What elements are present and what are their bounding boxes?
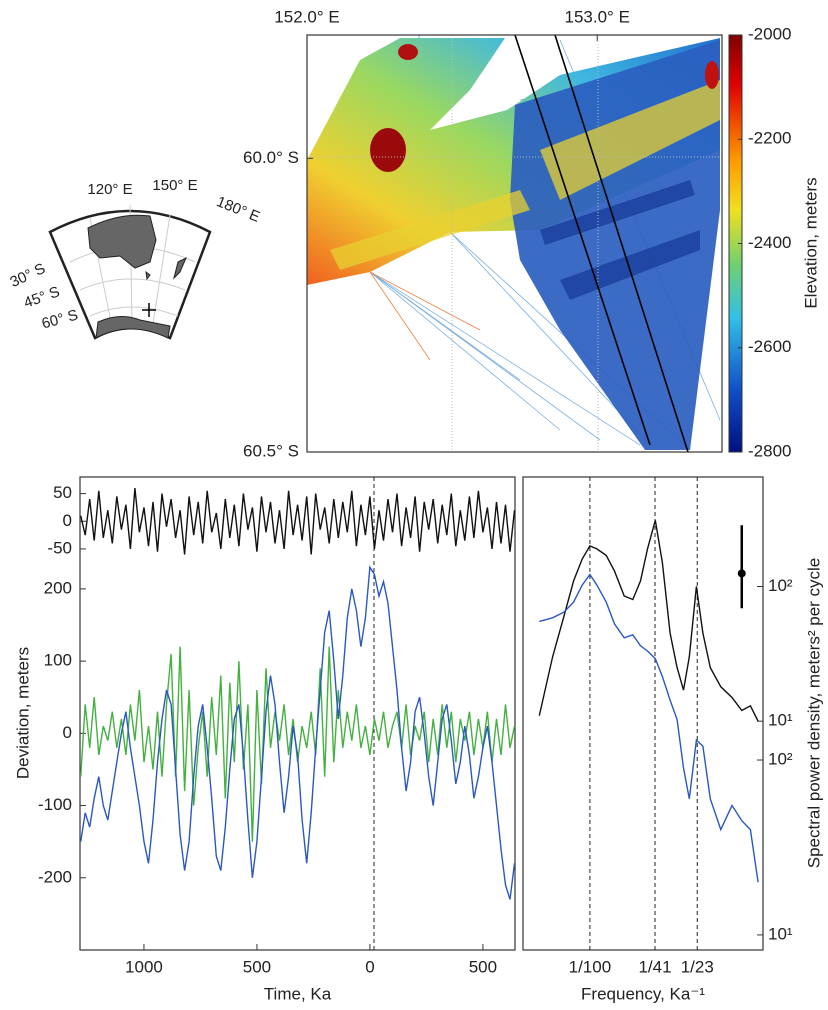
data-line <box>539 573 759 883</box>
lon-label: 120° E <box>87 181 132 198</box>
y-tick-label: 10² <box>768 749 793 768</box>
plot-frame <box>522 476 764 951</box>
plot-frame <box>79 476 516 951</box>
x-tick-label: 1/100 <box>569 957 612 976</box>
x-tick-label: 153.0° E <box>565 7 630 26</box>
colorbar-tick-label: -2800 <box>748 441 791 460</box>
data-line <box>538 520 759 722</box>
seamount <box>398 44 418 60</box>
confidence-point <box>737 569 746 578</box>
colorbar-label: Elevation, meters <box>801 177 820 308</box>
y-tick-label: -100 <box>38 795 72 814</box>
lat-label: 60° S <box>40 307 80 333</box>
lat-label: 45° S <box>22 283 62 312</box>
colorbar-tick-label: -2200 <box>748 129 791 148</box>
y-tick-label: 0 <box>63 511 72 530</box>
swath <box>330 80 720 270</box>
y-axis-title: Spectral power density, meters² per cycl… <box>804 558 823 869</box>
map-frame <box>306 34 723 453</box>
y-tick-label: 60.0° S <box>243 148 299 167</box>
data-line <box>80 646 516 842</box>
fan-lines <box>369 271 481 361</box>
y-tick-label: 200 <box>44 578 72 597</box>
locator-map: 120° E 150° E 180° E 30° S 45° S 60° S <box>7 177 262 340</box>
islands <box>145 256 187 281</box>
antarctica <box>95 316 171 339</box>
data-line <box>80 565 516 900</box>
lon-label: 180° E <box>214 193 262 226</box>
y-tick-label: 100 <box>44 651 72 670</box>
x-tick-label: 152.0° E <box>274 7 339 26</box>
y-tick-label: 10¹ <box>768 711 793 730</box>
x-axis-title: Frequency, Ka⁻¹ <box>581 984 705 1003</box>
x-tick-label: 1/23 <box>681 957 714 976</box>
swath <box>540 180 700 300</box>
y-tick-label: 0 <box>63 723 72 742</box>
y-tick-label: 50 <box>53 483 72 502</box>
y-axis-title: Deviation, meters <box>13 647 32 779</box>
lon-label: 150° E <box>152 177 197 194</box>
x-axis-title: Time, Ka <box>264 984 332 1003</box>
bathymetry <box>306 34 743 453</box>
transect <box>514 34 689 453</box>
y-tick-label: -50 <box>47 538 72 557</box>
y-tick-label: 10² <box>768 576 793 595</box>
y-tick-label: 10¹ <box>768 924 793 943</box>
y-tick-label: 60.5° S <box>243 441 299 460</box>
y-tick-label: -200 <box>38 867 72 886</box>
seamount <box>370 128 406 172</box>
x-tick-label: 1000 <box>125 957 163 976</box>
seamount <box>705 61 719 89</box>
data-line <box>80 488 516 555</box>
lat-label: 30° S <box>7 260 48 291</box>
x-tick-label: 500 <box>469 957 497 976</box>
colorbar-tick-label: -2000 <box>748 24 791 43</box>
x-tick-label: 1/41 <box>638 957 671 976</box>
x-tick-label: 0 <box>365 957 374 976</box>
x-tick-label: 500 <box>243 957 271 976</box>
colorbar-tick-label: -2400 <box>748 233 791 252</box>
site-marker <box>142 303 156 317</box>
graticule <box>307 35 722 452</box>
australia <box>87 214 157 269</box>
colorbar-tick-label: -2600 <box>748 337 791 356</box>
